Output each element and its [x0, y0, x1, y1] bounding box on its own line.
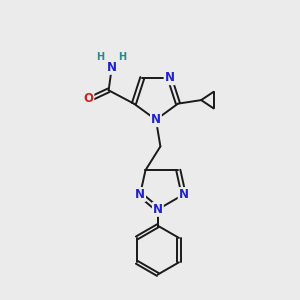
Text: N: N [153, 203, 163, 216]
Text: N: N [179, 188, 189, 201]
Text: N: N [151, 113, 161, 126]
Text: O: O [83, 92, 93, 104]
Text: N: N [165, 71, 175, 84]
Text: H: H [118, 52, 126, 62]
Text: N: N [135, 188, 145, 201]
Text: H: H [96, 52, 104, 62]
Text: N: N [106, 61, 117, 74]
